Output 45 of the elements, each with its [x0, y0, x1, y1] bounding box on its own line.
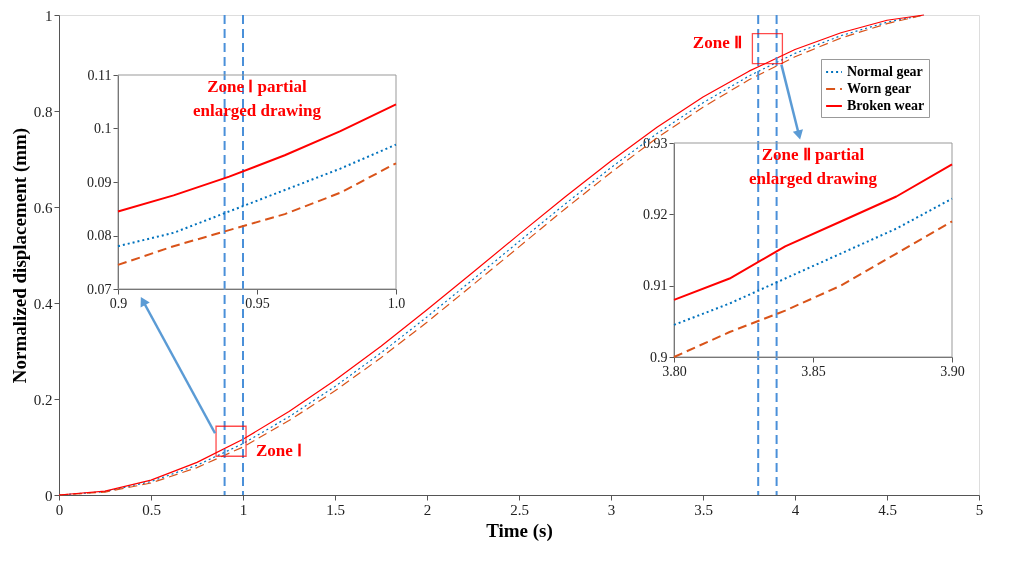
legend-label: Broken wear	[847, 98, 925, 113]
x-tick-label: 1.5	[326, 501, 345, 518]
line-series	[117, 143, 397, 248]
y-tick-label: 0	[45, 487, 53, 504]
y-axis-title: Normalized displacement (mm)	[8, 127, 31, 384]
y-tick-label: 0.6	[33, 199, 53, 216]
x-tick-label: 4.5	[878, 501, 897, 518]
y-tick-label: 0.91	[643, 278, 668, 294]
line-series	[117, 103, 397, 213]
x-tick-label: 0.5	[142, 501, 161, 518]
text: Zone Ⅱ partial enlarged drawing	[749, 145, 878, 188]
legend-label: Normal gear	[847, 64, 923, 79]
x-tick-label: 1.0	[387, 295, 406, 311]
x-tick-label: 3.80	[662, 363, 687, 379]
x-tick-label: 3.85	[801, 363, 826, 379]
y-tick-label: 0.09	[87, 174, 112, 190]
x-tick-label: 3.5	[694, 501, 713, 518]
line-series	[673, 197, 953, 326]
y-tick-label: 1	[45, 7, 53, 24]
y-tick-label: 0.11	[87, 67, 112, 83]
line-series	[673, 163, 953, 301]
y-tick-label: 0.07	[87, 281, 112, 297]
x-tick-label: 0.9	[109, 295, 128, 311]
line-series	[117, 162, 397, 266]
y-tick-label: 0.8	[33, 103, 53, 120]
x-tick-label: 2.5	[510, 501, 529, 518]
y-tick-label: 0.1	[94, 121, 112, 136]
x-tick-label: 2	[423, 501, 432, 518]
y-tick-label: 0.4	[33, 295, 53, 312]
x-tick-label: 3.90	[940, 363, 965, 379]
y-tick-label: 0.93	[643, 135, 668, 151]
x-axis-title: Time (s)	[486, 519, 553, 542]
y-tick-label: 0.08	[87, 228, 112, 243]
annotation: Zone Ⅱ	[692, 32, 742, 52]
x-tick-label: 5	[975, 501, 984, 518]
text: Zone Ⅰ partial enlarged drawing	[193, 77, 322, 120]
legend-label: Worn gear	[847, 81, 912, 96]
y-tick-label: 0.92	[643, 206, 668, 222]
y-tick-label: 0.2	[33, 391, 53, 408]
y-tick-label: 0.9	[650, 349, 668, 365]
x-tick-label: 3	[607, 501, 616, 518]
annotation: Zone Ⅰ	[255, 441, 303, 461]
x-tick-label: 0.95	[245, 295, 270, 311]
x-tick-label: 4	[791, 501, 800, 518]
x-tick-label: 1	[239, 501, 248, 518]
